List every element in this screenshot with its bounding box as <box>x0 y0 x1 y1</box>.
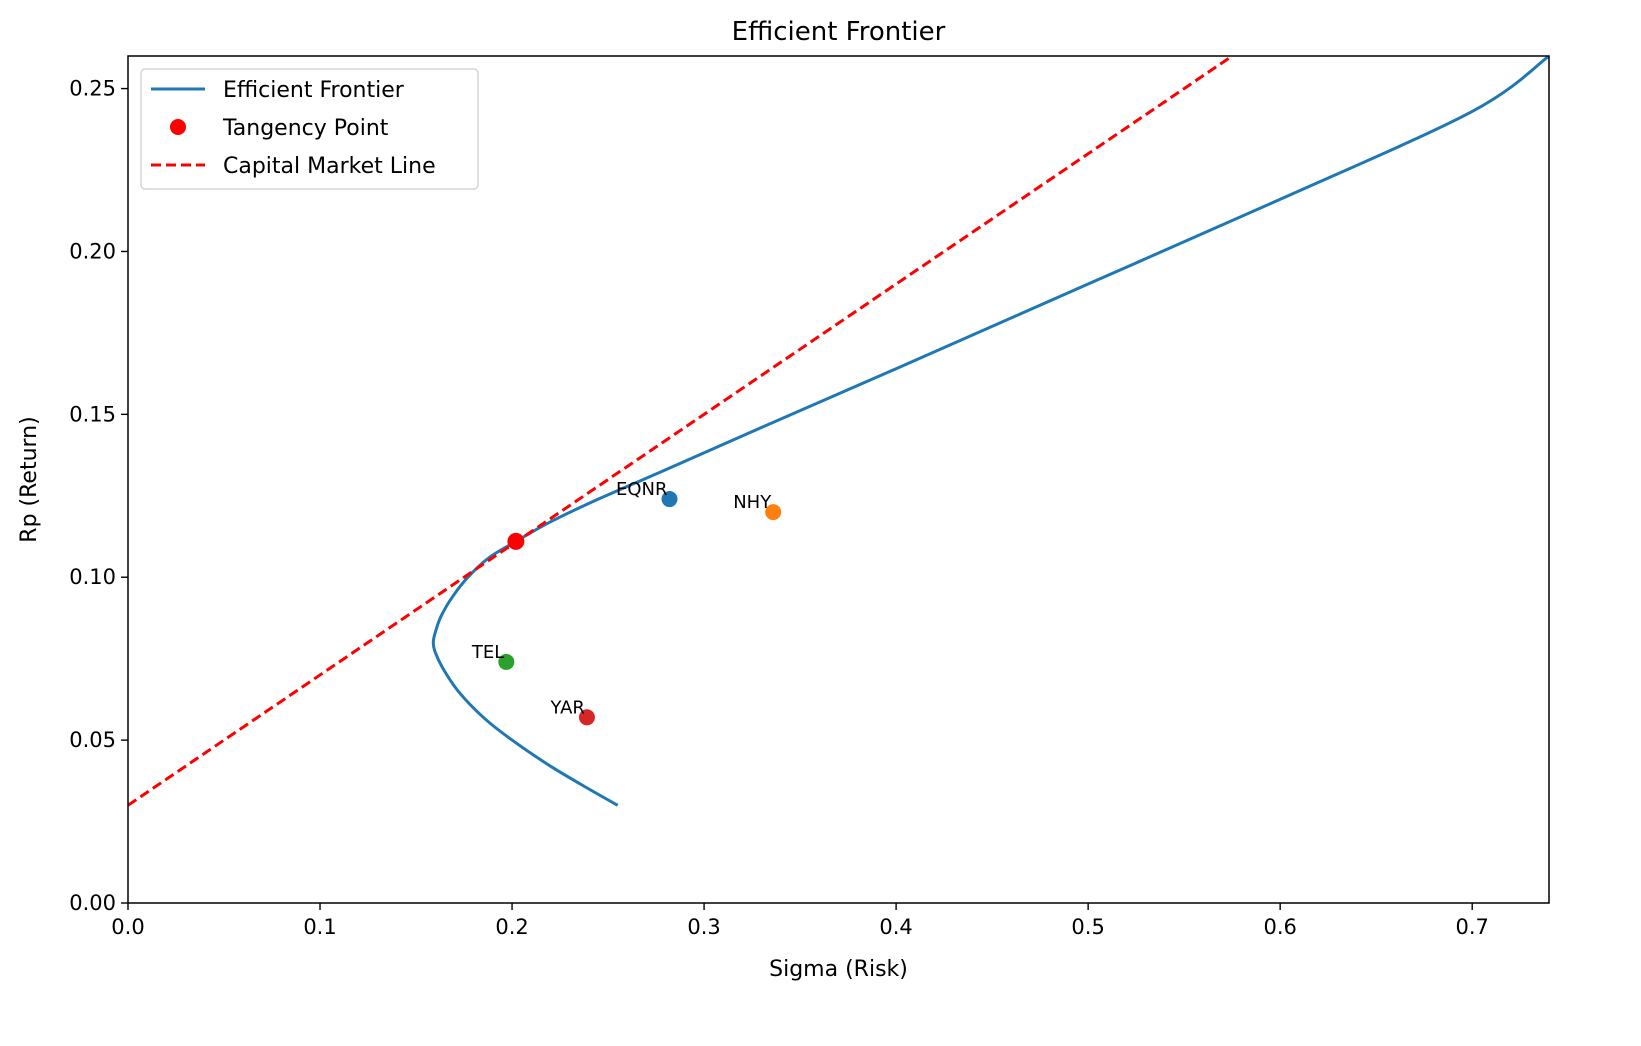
plot-area: EQNR NHY TEL YAR <box>128 56 1549 807</box>
asset-label-yar: YAR <box>550 697 585 718</box>
y-tick-label: 0.10 <box>69 565 116 589</box>
x-tick-label: 0.5 <box>1071 915 1104 939</box>
y-tick-label: 0.00 <box>69 891 116 915</box>
asset-point-yar <box>578 709 595 726</box>
capital-market-line <box>128 56 1233 807</box>
x-tick-label: 0.3 <box>687 915 720 939</box>
y-axis-title: Rp (Return) <box>17 416 42 542</box>
x-tick-label: 0.2 <box>495 915 528 939</box>
x-tick-label: 0.7 <box>1455 915 1488 939</box>
asset-label-nhy: NHY <box>733 492 772 513</box>
y-tick-label: 0.25 <box>69 77 116 101</box>
y-tick-label: 0.05 <box>69 728 116 752</box>
x-tick-label: 0.0 <box>111 915 144 939</box>
axis-ticks: 0.0 0.1 0.2 0.3 0.4 0.5 0.6 0.7 0.00 0.05 0.10 0.15… <box>69 77 1489 939</box>
efficient-frontier-line <box>431 56 1549 807</box>
legend-entry-tangency-point: Tangency Point <box>222 116 389 141</box>
y-tick-label: 0.15 <box>69 402 116 426</box>
legend-box <box>140 68 479 190</box>
x-axis-title: Sigma (Risk) <box>769 957 908 982</box>
legend: Efficient Frontier Tangency Point Capita… <box>140 68 479 190</box>
plot-frame <box>127 55 1550 904</box>
asset-point-tel <box>498 653 515 670</box>
asset-point-nhy <box>765 504 782 521</box>
x-tick-label: 0.6 <box>1263 915 1296 939</box>
chart-title: Efficient Frontier <box>732 17 946 47</box>
legend-entry-capital-market-line: Capital Market Line <box>223 154 436 179</box>
y-tick-label: 0.20 <box>69 239 116 263</box>
asset-label-eqnr: EQNR <box>616 479 668 500</box>
legend-tangency-swatch <box>170 119 186 135</box>
x-tick-label: 0.4 <box>879 915 912 939</box>
x-tick-label: 0.1 <box>303 915 336 939</box>
asset-label-tel: TEL <box>471 642 504 663</box>
tangency-point <box>507 532 525 550</box>
asset-point-eqnr <box>661 491 678 508</box>
legend-entry-efficient-frontier: Efficient Frontier <box>223 78 405 103</box>
